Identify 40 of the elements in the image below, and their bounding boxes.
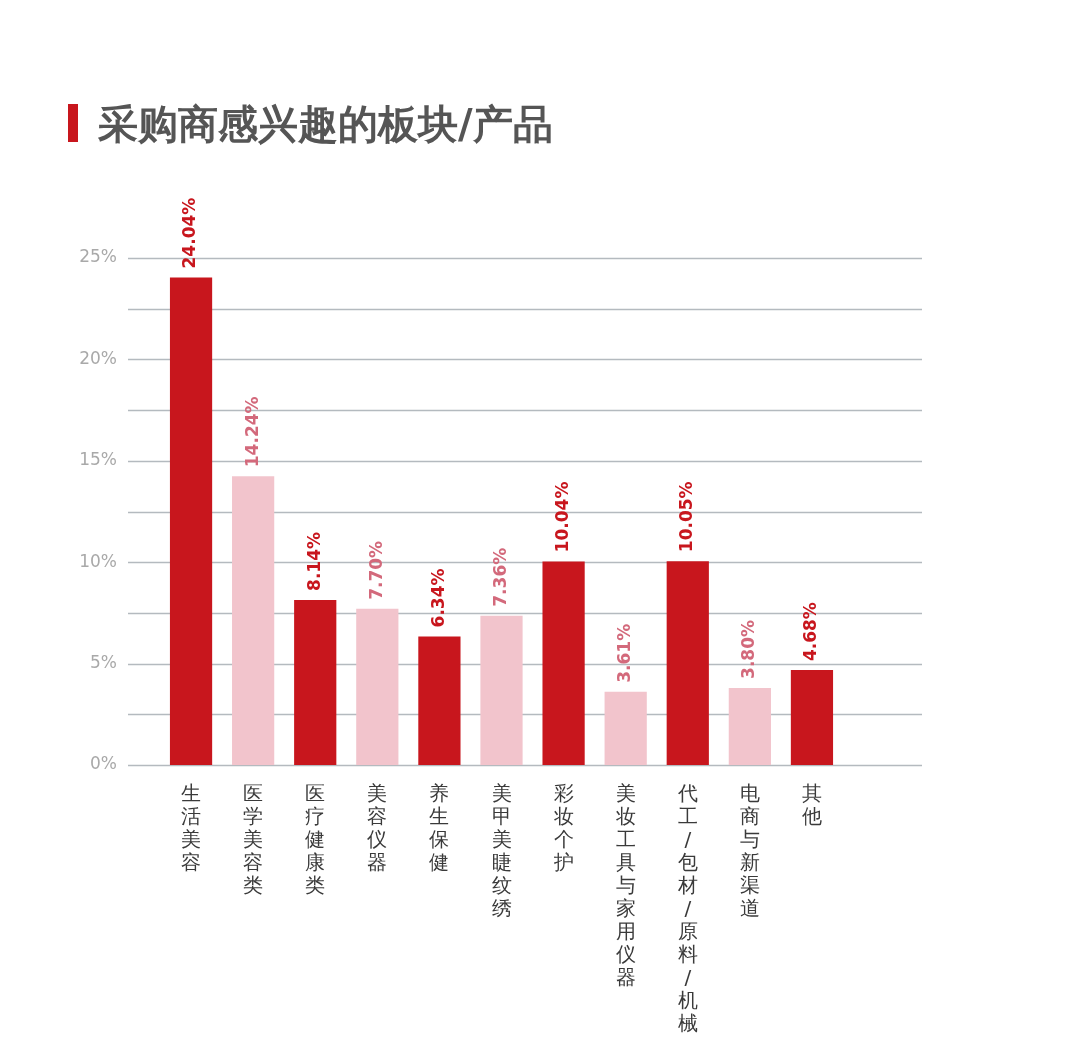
data-label: 8.14%: [303, 531, 324, 591]
x-tick-label: 医疗健康类: [305, 780, 326, 897]
data-label: 10.05%: [676, 481, 697, 553]
data-label: 4.68%: [800, 602, 821, 662]
y-tick-label: 10%: [79, 550, 117, 571]
data-label: 7.36%: [489, 547, 510, 607]
x-tick-label: 电商与新渠道: [739, 780, 760, 920]
bar: [790, 670, 834, 765]
bar: [480, 615, 523, 765]
bar: [666, 561, 709, 765]
x-tick-label: 养生保健: [429, 780, 450, 874]
category-label: 代工/包材/原料/机械: [677, 780, 698, 1035]
y-tick-label: 0%: [90, 753, 117, 774]
bar: [294, 599, 337, 765]
x-tick-label: 彩妆个护: [552, 780, 574, 874]
bar: [418, 636, 461, 765]
data-label: 3.61%: [614, 623, 635, 683]
x-tick-label: 美甲美睫纹绣: [491, 780, 512, 920]
data-label: 10.04%: [552, 481, 573, 553]
category-label: 美妆工具与家用仪器: [615, 780, 636, 989]
chart-title: 采购商感兴趣的板块/产品: [98, 100, 553, 149]
data-label: 14.24%: [241, 396, 262, 468]
y-tick-label: 25%: [79, 246, 117, 267]
data-label: 7.70%: [365, 540, 386, 600]
bar: [169, 277, 213, 765]
data-label: 24.04%: [179, 197, 200, 269]
bar: [542, 561, 585, 765]
bar: [232, 476, 275, 765]
data-label: 3.80%: [738, 619, 759, 679]
x-tick-label: 美容仪器: [367, 780, 388, 874]
x-tick-label: 生活美容: [181, 780, 202, 874]
x-tick-label: 医学美容类: [243, 780, 264, 897]
bar: [604, 691, 647, 765]
bar: [728, 687, 771, 765]
y-tick-label: 20%: [79, 347, 117, 368]
data-label: 6.34%: [427, 568, 448, 628]
x-tick-label: 其他: [801, 780, 822, 828]
y-tick-label: 15%: [79, 449, 117, 470]
y-tick-label: 5%: [90, 652, 117, 673]
bar: [356, 608, 399, 765]
